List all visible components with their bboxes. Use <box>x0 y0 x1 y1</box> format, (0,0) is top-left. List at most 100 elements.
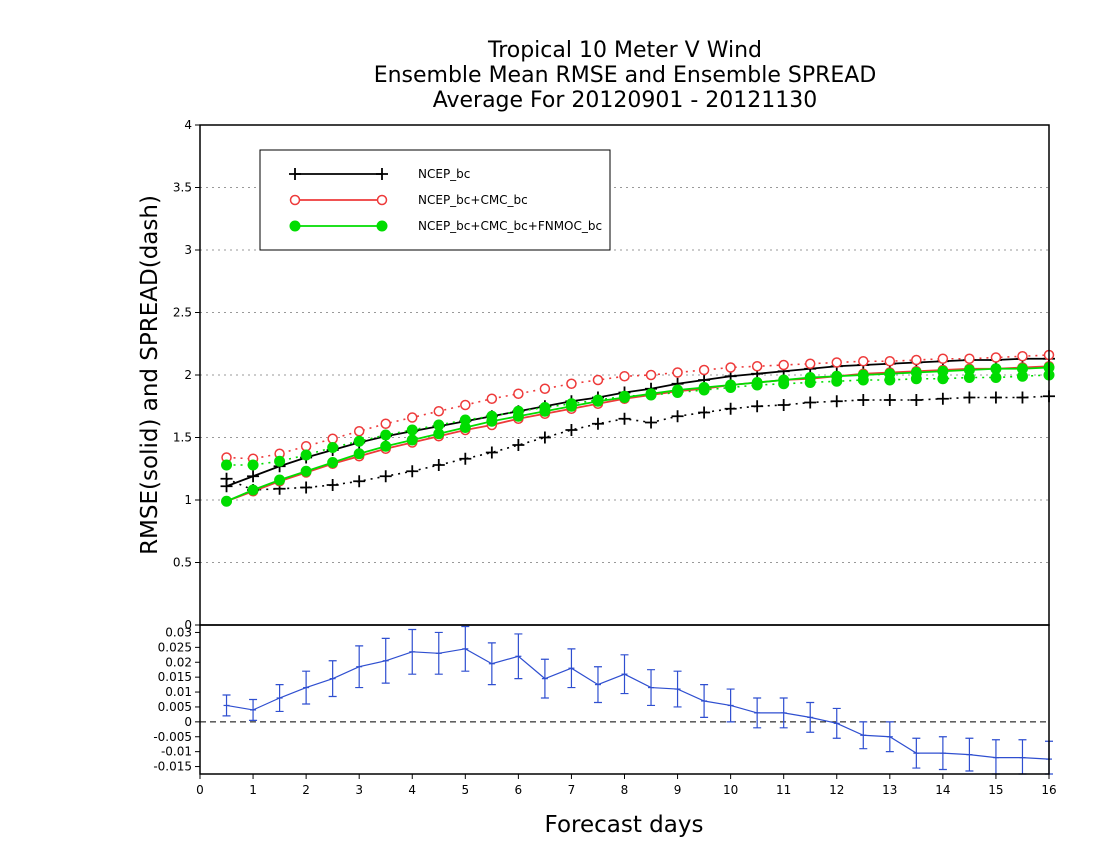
ncep-bc-cmc-bc-spread-point <box>592 374 604 386</box>
top-y-tick-label: 0.5 <box>173 556 192 570</box>
ncep-bc-cmc-bc-spread-point <box>911 354 922 366</box>
ncep-bc-spread-point <box>910 394 923 406</box>
ncep-bc-spread-point <box>565 424 578 436</box>
legend: NCEP_bc NCEP_bc+CMC_bc NCEP_bc+CMC_bc+FNMO… <box>259 149 611 251</box>
legend-marker-ncep-bc <box>289 168 301 180</box>
top-y-tick-label: 2.5 <box>173 306 192 320</box>
bottom-y-tick-label: 0.015 <box>158 670 192 684</box>
ncep-bc-cmc-bc-fnmoc-bc-rmse-point <box>884 368 896 380</box>
ncep-bc-cmc-bc-spread-point <box>884 356 896 367</box>
ncep-bc-cmc-bc-spread-point <box>1017 351 1028 362</box>
ncep-bc-rmse-line <box>226 357 1049 488</box>
ncep-bc-cmc-bc-fnmoc-bc-rmse-point <box>300 465 312 477</box>
legend-marker-ncep-bc-cmc-bc <box>289 194 301 206</box>
bottom-panel-series <box>200 625 1053 775</box>
bottom-y-tick-label: 0.025 <box>158 640 192 654</box>
legend-label-ncep-bc-cmc-bc-fnmoc-bc: NCEP_bc+CMC_bc+FNMOC_bc <box>418 219 602 233</box>
ncep-bc-cmc-bc-fnmoc-bc-spread-point <box>353 435 365 447</box>
bottom-y-tick-label: -0.01 <box>161 745 192 759</box>
x-tick-label: 11 <box>776 783 791 797</box>
ncep-bc-cmc-bc-fnmoc-bc-rmse-point <box>327 457 339 468</box>
ncep-bc-cmc-bc-fnmoc-bc-rmse-point <box>247 484 259 496</box>
top-panel-y-ticks: 0 0.5 1 1.5 2 2.5 3 3.5 4 <box>173 118 200 632</box>
bottom-y-tick-label: 0.005 <box>158 700 192 714</box>
ncep-bc-spread-point <box>936 392 949 405</box>
ncep-bc-cmc-bc-fnmoc-bc-spread-point <box>380 429 392 441</box>
x-tick-label: 10 <box>723 783 738 797</box>
x-tick-label: 16 <box>1041 783 1056 797</box>
x-tick-label: 7 <box>568 783 576 797</box>
legend-marker-ncep-bc-cmc-bc-fnmoc-bc <box>376 220 388 232</box>
ncep-bc-cmc-bc-spread-point <box>353 426 365 437</box>
ncep-bc-cmc-bc-fnmoc-bc-rmse-point <box>672 384 684 396</box>
ncep-bc-spread-point <box>963 391 976 404</box>
ncep-bc-cmc-bc-spread-point <box>778 359 789 371</box>
bottom-y-tick-label: 0.02 <box>165 655 192 669</box>
ncep-bc-spread-point <box>724 402 737 415</box>
ncep-bc-spread-point <box>777 399 790 411</box>
difference-line <box>226 648 1050 760</box>
bottom-panel-y-ticks: -0.015-0.01-0.00500.0050.010.0150.020.02… <box>153 625 200 774</box>
ncep-bc-cmc-bc-fnmoc-bc-rmse-point <box>804 372 816 383</box>
ncep-bc-cmc-bc-spread-point <box>672 367 683 378</box>
ncep-bc-cmc-bc-fnmoc-bc-rmse-point <box>990 363 1002 375</box>
ncep-bc-cmc-bc-fnmoc-bc-spread-point <box>406 424 418 436</box>
ncep-bc-cmc-bc-fnmoc-bc-rmse-point <box>619 392 630 403</box>
ncep-bc-rmse-point <box>247 470 260 483</box>
ncep-bc-spread-point <box>804 396 817 409</box>
ncep-bc-spread-point <box>406 465 419 478</box>
ncep-bc-cmc-bc-spread-point <box>698 364 710 376</box>
ncep-bc-cmc-bc-spread-point <box>831 357 842 368</box>
ncep-bc-cmc-bc-spread-point <box>327 433 338 444</box>
ncep-bc-spread-point <box>379 470 392 483</box>
ncep-bc-cmc-bc-fnmoc-bc-rmse-point <box>857 369 869 381</box>
top-y-tick-label: 1 <box>184 493 192 507</box>
ncep-bc-cmc-bc-fnmoc-bc-rmse-point <box>963 364 975 376</box>
x-tick-label: 14 <box>935 783 950 797</box>
ncep-bc-spread-line <box>226 395 1050 491</box>
ncep-bc-spread-point <box>698 406 711 419</box>
ncep-bc-spread-point <box>883 394 896 406</box>
ncep-bc-cmc-bc-spread-point <box>566 378 577 389</box>
x-axis-label: Forecast days <box>545 812 704 838</box>
ncep-bc-cmc-bc-fnmoc-bc-rmse-point <box>698 382 710 393</box>
ncep-bc-spread-point <box>1016 391 1029 404</box>
legend-marker-ncep-bc-cmc-bc <box>376 194 388 206</box>
ncep-bc-spread-point <box>830 395 843 408</box>
x-tick-label: 0 <box>196 783 204 797</box>
ncep-bc-spread-point <box>353 475 366 488</box>
ncep-bc-cmc-bc-fnmoc-bc-rmse-point <box>937 365 949 377</box>
y-axis-label: RMSE(solid) and SPREAD(dash) <box>137 195 163 555</box>
legend-marker-ncep-bc <box>376 168 388 180</box>
ncep-bc-cmc-bc-spread-point <box>858 356 869 367</box>
ncep-bc-spread-point <box>459 452 472 465</box>
x-tick-label: 8 <box>621 783 629 797</box>
ncep-bc-spread-point <box>432 459 445 471</box>
ncep-bc-cmc-bc-spread-point <box>990 352 1002 363</box>
ncep-bc-cmc-bc-fnmoc-bc-rmse-point <box>645 388 657 400</box>
ncep-bc-spread-point <box>989 391 1002 404</box>
bottom-y-tick-label: 0.01 <box>165 685 192 699</box>
ncep-bc-cmc-bc-fnmoc-bc-spread-point <box>300 449 312 461</box>
ncep-bc-cmc-bc-spread-point <box>619 371 630 382</box>
ncep-bc-cmc-bc-fnmoc-bc-rmse-point <box>831 370 843 382</box>
bottom-y-tick-label: 0.03 <box>165 625 192 639</box>
ncep-bc-spread-point <box>300 481 313 494</box>
top-y-tick-label: 3 <box>184 243 192 257</box>
bottom-y-tick-label: -0.005 <box>153 730 192 744</box>
legend-label-ncep-bc: NCEP_bc <box>418 167 470 181</box>
ncep-bc-cmc-bc-spread-point <box>380 418 391 429</box>
ncep-bc-cmc-bc-spread-point <box>937 353 949 364</box>
x-tick-label: 9 <box>674 783 682 797</box>
ncep-bc-cmc-bc-fnmoc-bc-rmse-point <box>406 434 418 446</box>
top-y-tick-label: 1.5 <box>173 431 192 445</box>
ncep-bc-cmc-bc-fnmoc-bc-rmse-point <box>274 474 286 486</box>
x-tick-label: 5 <box>461 783 469 797</box>
ncep-bc-cmc-bc-fnmoc-bc-spread-point <box>274 455 286 467</box>
ncep-bc-cmc-bc-fnmoc-bc-rmse-point <box>539 405 551 417</box>
ncep-bc-cmc-bc-fnmoc-bc-rmse-point <box>486 415 498 427</box>
ncep-bc-cmc-bc-fnmoc-bc-rmse-point <box>565 400 577 412</box>
ncep-bc-cmc-bc-fnmoc-bc-rmse-point <box>910 367 922 378</box>
ncep-bc-cmc-bc-spread-point <box>964 353 975 364</box>
